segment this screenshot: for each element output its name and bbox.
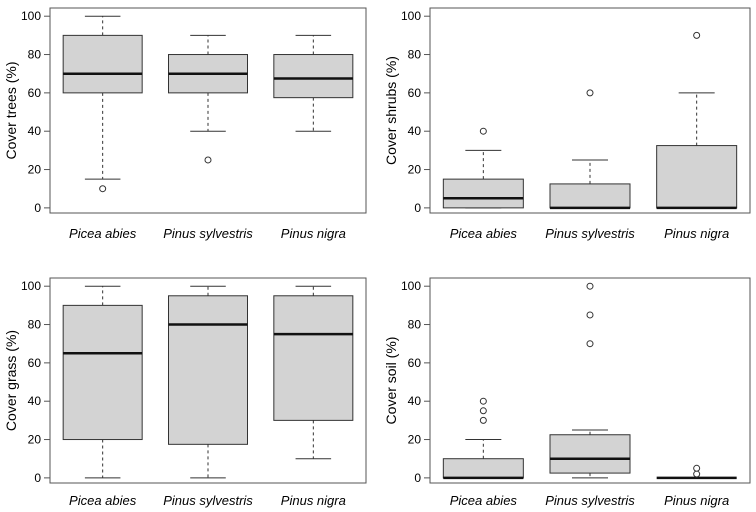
outlier-point [479,127,487,135]
y-tick-label: 0 [34,201,41,215]
chart-panel-4: 0 20 40 60 80 100 Cover soil (%) Picea abies Pin… [383,277,751,508]
y-tick-label: 100 [401,279,421,293]
y-tick-label: 60 [408,356,422,370]
x-category-label: Picea abies [69,493,137,508]
y-tick-label: 0 [34,471,41,485]
outlier-point [586,282,594,290]
box-iqr [549,434,631,474]
x-category-label: Picea abies [69,226,137,241]
y-axis-title: Cover soil (%) [383,337,399,425]
x-category-label: Pinus nigra [281,226,346,241]
y-axis-title: Cover grass (%) [3,330,19,431]
outlier-point [479,416,487,424]
outlier-point [479,407,487,415]
box-iqr [442,458,524,479]
y-tick-label: 80 [28,318,42,332]
y-tick-label: 0 [414,201,421,215]
outlier-point [479,397,487,405]
x-category-label: Picea abies [450,226,518,241]
box-iqr [62,34,143,94]
y-tick-label: 20 [28,433,42,447]
outlier-point [204,156,212,164]
x-category-label: Pinus sylvestris [545,493,635,508]
y-tick-label: 80 [28,48,42,62]
y-tick-label: 20 [408,163,422,177]
y-tick-label: 40 [28,394,42,408]
chart-panel-1: 0 20 40 60 80 100 Cover trees (%) Picea abies Pi… [3,7,367,241]
y-tick-label: 60 [28,356,42,370]
y-tick-label: 20 [28,163,42,177]
x-category-label: Pinus nigra [664,226,729,241]
y-tick-label: 100 [21,9,41,23]
y-tick-label: 100 [401,9,421,23]
outlier-point [586,311,594,319]
x-category-label: Pinus sylvestris [163,493,253,508]
x-category-label: Picea abies [450,493,518,508]
outlier-point [99,185,107,193]
x-category-label: Pinus nigra [664,493,729,508]
y-tick-label: 20 [408,433,422,447]
x-category-label: Pinus sylvestris [545,226,635,241]
box-iqr [656,145,738,209]
outlier-point [586,89,594,97]
chart-panel-2: 0 20 40 60 80 100 Cover shrubs (%) Picea abies P… [383,7,751,241]
x-category-label: Pinus sylvestris [163,226,253,241]
box-iqr [549,183,631,209]
y-tick-label: 60 [28,86,42,100]
y-axis-title: Cover shrubs (%) [383,56,399,165]
box-iqr [62,304,143,441]
y-tick-label: 40 [28,124,42,138]
outlier-point [693,464,701,472]
plot-frame [49,277,367,484]
y-tick-label: 100 [21,279,41,293]
box-iqr [273,295,354,421]
x-category-label: Pinus nigra [281,493,346,508]
plot-frame [429,277,751,484]
outlier-point [693,31,701,39]
outlier-point [586,340,594,348]
y-tick-label: 80 [408,48,422,62]
outlier-point [693,470,701,478]
plot-frame [429,7,751,214]
y-tick-label: 80 [408,318,422,332]
y-tick-label: 0 [414,471,421,485]
y-tick-label: 40 [408,394,422,408]
plot-frame [49,7,367,214]
chart-panel-3: 0 20 40 60 80 100 Cover grass (%) Picea abies Pi… [3,277,367,508]
y-axis-title: Cover trees (%) [3,61,19,159]
box-iqr [168,295,248,445]
y-tick-label: 60 [408,86,422,100]
y-tick-label: 40 [408,124,422,138]
box-iqr [273,54,354,99]
box-iqr [442,178,524,209]
